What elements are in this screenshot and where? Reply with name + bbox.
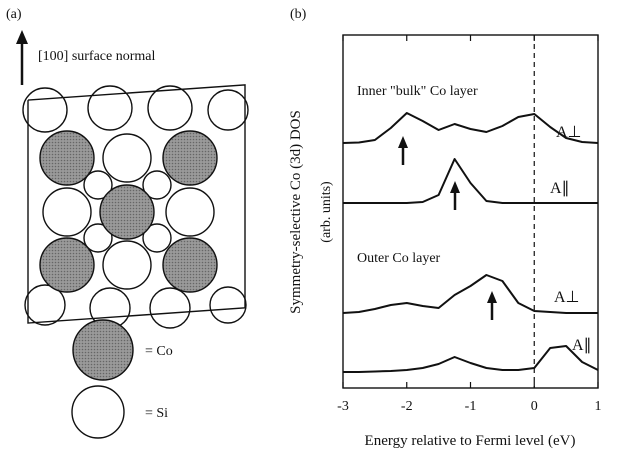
panel-label: (a) bbox=[6, 7, 22, 22]
annotation: Outer Co layer bbox=[357, 251, 441, 266]
surface-normal-arrow bbox=[16, 30, 28, 85]
legend-label: = Si bbox=[145, 406, 168, 421]
series-label: A⊥ bbox=[554, 289, 580, 306]
x-tick-label: 1 bbox=[595, 399, 602, 414]
crystal-diagram bbox=[22, 84, 249, 329]
dos-curve bbox=[342, 274, 598, 314]
dos-curve bbox=[343, 158, 598, 204]
peak-arrows bbox=[398, 136, 497, 320]
x-tick-label: -3 bbox=[337, 399, 349, 414]
co-legend-symbol bbox=[72, 319, 134, 381]
si-legend-symbol bbox=[71, 385, 125, 439]
annotation: Inner "bulk" Co layer bbox=[357, 84, 478, 99]
x-tick-label: -2 bbox=[401, 399, 413, 414]
y-axis-sublabel: (arb. units) bbox=[319, 181, 334, 243]
legend-label: = Co bbox=[145, 344, 173, 359]
x-tick-label: -1 bbox=[465, 399, 477, 414]
x-axis-label: Energy relative to Fermi level (eV) bbox=[365, 433, 576, 449]
panel-label: (b) bbox=[290, 7, 307, 22]
dos-curve bbox=[342, 112, 599, 144]
y-axis-label: Symmetry-selective Co (3d) DOS bbox=[288, 110, 304, 314]
series-label: A∥ bbox=[550, 180, 570, 197]
series-label: A∥ bbox=[572, 337, 592, 354]
arrow-label: [100] surface normal bbox=[38, 49, 156, 64]
dos-curve bbox=[343, 345, 599, 373]
series-label: A⊥ bbox=[556, 124, 582, 141]
x-tick-label: 0 bbox=[531, 399, 538, 414]
